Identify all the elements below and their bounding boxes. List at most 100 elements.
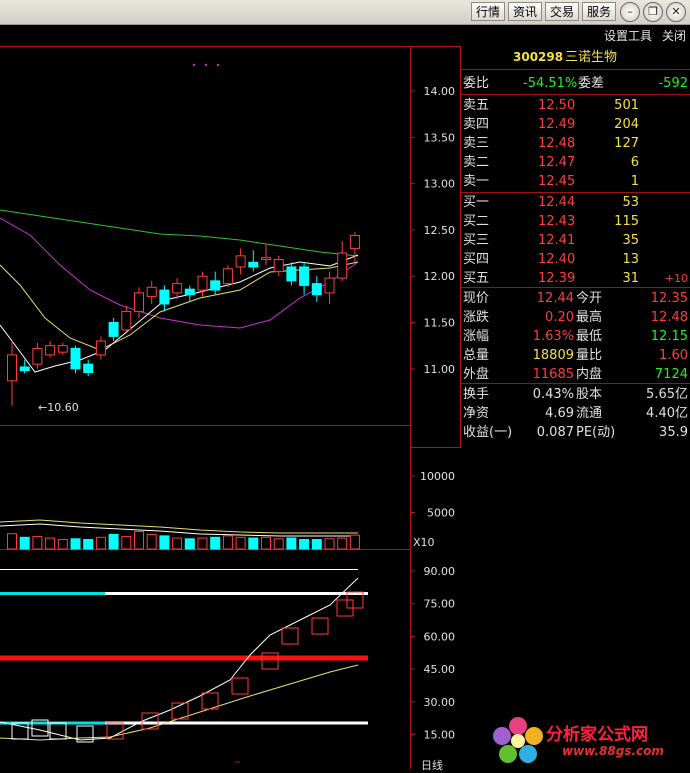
weicha-label: 委差 — [578, 76, 605, 91]
close-icon[interactable]: ✕ — [666, 2, 686, 22]
candle-body — [248, 261, 259, 268]
bid-price: 12.43 — [538, 214, 576, 229]
ask-price: 12.48 — [538, 136, 576, 151]
candle-body — [235, 255, 246, 268]
axis-label: 12.50 — [424, 224, 456, 237]
bid-label: 买二 — [463, 214, 490, 229]
stat-row: 现价 12.44 今开 12.35 — [461, 289, 690, 308]
stat-label: 最低 — [576, 329, 603, 344]
axis-label: 90.00 — [424, 565, 456, 578]
candle-body — [7, 354, 17, 382]
axis-label: 13.50 — [424, 131, 456, 144]
bid-delta: +10 — [664, 272, 688, 285]
volume-bar — [134, 530, 144, 550]
stock-title-row: 300298 三诺生物 — [461, 48, 690, 67]
quote-panel: 300298 三诺生物 委比 -54.51% 委差 -592 卖五 12.50 50… — [461, 47, 690, 444]
stat-label: 涨跌 — [463, 310, 490, 325]
stat-row: 外盘 11685 内盘 7124 — [461, 365, 690, 384]
stat-value: 12.48 — [650, 310, 688, 325]
volume-bar — [286, 537, 297, 550]
minimize-icon[interactable]: – — [620, 2, 640, 22]
watermark-title: 分析家公式网 — [546, 725, 648, 745]
stat-value: 7124 — [654, 367, 688, 382]
bid-price: 12.41 — [538, 233, 576, 248]
vol-ma-white — [0, 523, 358, 537]
volume-bar — [108, 533, 119, 550]
candle-body — [349, 234, 360, 249]
volume-bar — [349, 534, 360, 550]
bid-row: 买一 12.44 53 — [461, 193, 690, 212]
axis-label: 60.00 — [424, 630, 456, 643]
fund-label: 收益(一) — [463, 425, 513, 440]
candle-body — [108, 322, 119, 337]
ask-row: 卖四 12.49 204 — [461, 115, 690, 134]
bid-volume: 115 — [614, 214, 639, 229]
low-price-marker: ←10.60 — [38, 401, 79, 414]
stat-label: 总量 — [463, 348, 490, 363]
axis-label: 75.00 — [424, 598, 456, 611]
fund-value: 4.40亿 — [646, 406, 688, 421]
indicator-box — [281, 627, 299, 645]
volume-bar — [184, 538, 195, 550]
candle-body — [32, 347, 43, 365]
volume-bar — [311, 539, 322, 550]
fund-value: 0.43% — [532, 387, 574, 402]
candle-body — [134, 292, 144, 312]
ask-label: 卖二 — [463, 155, 490, 170]
ma-magenta-line — [0, 217, 359, 329]
ask-label: 卖四 — [463, 117, 490, 132]
ask-price: 12.50 — [538, 98, 576, 113]
ask-price: 12.47 — [538, 155, 576, 170]
ask-price: 12.45 — [538, 174, 576, 189]
axis-label: 5000 — [427, 507, 455, 520]
indicator-box — [106, 722, 124, 740]
volume-bar — [222, 535, 233, 550]
stock-name: 三诺生物 — [565, 50, 618, 65]
candle-body — [286, 266, 297, 282]
separator — [461, 287, 690, 288]
ask-row: 卖一 12.45 1 — [461, 172, 690, 191]
indicator-box — [261, 652, 279, 670]
candle-body — [197, 275, 208, 291]
ma-green-line — [0, 209, 359, 257]
menu-jiaoyi[interactable]: 交易 — [545, 2, 579, 21]
stat-value: 12.15 — [650, 329, 688, 344]
settings-tool-link[interactable]: 设置工具 — [604, 29, 653, 43]
ask-row: 卖二 12.47 6 — [461, 153, 690, 172]
separator — [461, 192, 690, 193]
candle-body — [210, 280, 221, 291]
candle-body — [299, 266, 310, 286]
volume-bar — [19, 536, 30, 550]
fund-value: 4.69 — [545, 406, 574, 421]
candle-body — [45, 345, 56, 356]
bid-row: 买三 12.41 35 — [461, 231, 690, 250]
bid-label: 买四 — [463, 252, 490, 267]
bid-row: 买五 12.39 31 +10 — [461, 269, 690, 288]
marker-dot — [204, 63, 208, 67]
restore-icon[interactable]: ❐ — [643, 2, 663, 22]
axis-label: 10000 — [420, 470, 455, 483]
stat-row: 涨幅 1.63% 最低 12.15 — [461, 327, 690, 346]
indicator-box — [31, 719, 49, 737]
stat-value: 18809 — [532, 348, 574, 363]
candle-body — [121, 310, 132, 331]
menu-fuwu[interactable]: 服务 — [582, 2, 616, 21]
separator — [461, 383, 690, 384]
axis-label: 11.00 — [424, 363, 456, 376]
menu-hangqing[interactable]: 行情 — [471, 2, 505, 21]
indicator-box — [311, 617, 329, 635]
fund-value: 0.087 — [536, 425, 574, 440]
volume-bar — [273, 538, 284, 550]
weicha-value: -592 — [658, 76, 688, 91]
stat-value: 12.44 — [536, 291, 574, 306]
ask-volume: 501 — [614, 98, 639, 113]
fund-value: 35.9 — [659, 425, 688, 440]
axis-label: 13.00 — [424, 178, 456, 191]
indicator-box — [231, 677, 249, 695]
flower-icon — [493, 717, 543, 763]
menu-zixun[interactable]: 资讯 — [508, 2, 542, 21]
stat-label: 现价 — [463, 291, 490, 306]
fund-label: 股本 — [576, 387, 603, 402]
close-link[interactable]: 关闭 — [662, 29, 687, 43]
